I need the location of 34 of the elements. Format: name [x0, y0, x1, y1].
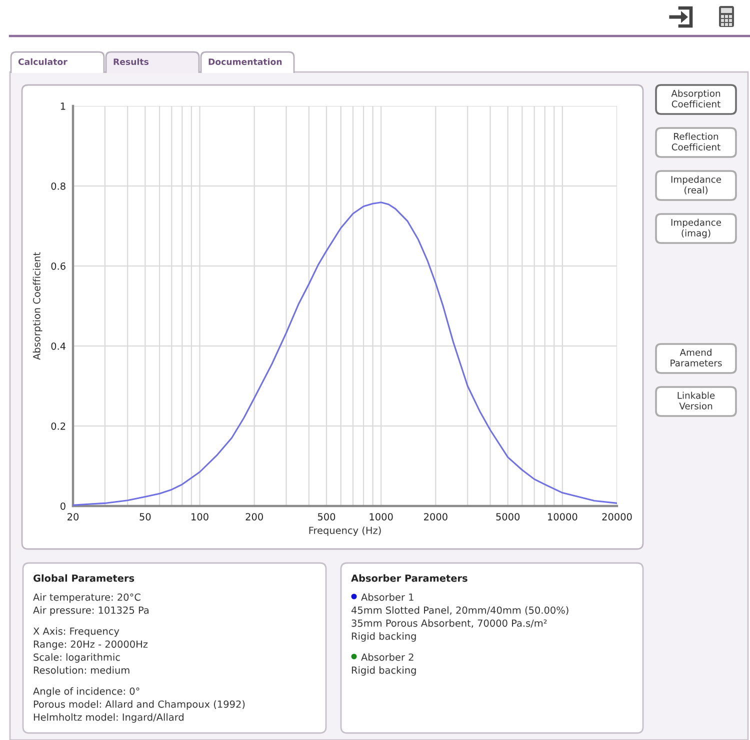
text: Air temperature: 20°C Air pressure: 101325 Pa	[33, 593, 148, 616]
x-tick-label: 500	[318, 513, 336, 520]
x-tick-label: 200	[246, 513, 263, 520]
text: Absorber 2 Rigid backing	[352, 653, 416, 676]
text: Calculator	[18, 58, 68, 65]
text: Global Parameters	[33, 574, 134, 582]
x-axis-title: Frequency (Hz)	[309, 526, 381, 536]
text: Reflection Coefficient	[672, 132, 720, 150]
text: Impedance (imag)	[671, 218, 722, 238]
x-tick-label: 2000	[424, 513, 448, 520]
text: X Axis: Frequency Range: 20Hz - 20000Hz Scale: logarithmic Resolution: medium	[33, 627, 148, 674]
x-tick-label: 100	[192, 513, 208, 520]
x-tick-label: 1000	[370, 513, 393, 520]
x-tick-label: 20000	[602, 513, 632, 520]
y-tick-label: 0	[60, 502, 66, 510]
x-tick-label: 50	[140, 513, 151, 520]
y-tick-label: 0.6	[51, 262, 66, 270]
x-tick-label: 10000	[548, 513, 578, 520]
text: Documentation	[208, 58, 282, 65]
y-tick-label: 1	[60, 102, 66, 110]
text: Absorber Parameters	[351, 574, 468, 582]
text: Angle of incidence: 0° Porous model: Allard and Champoux (1992) Helmholtz model: Ingard/Allard	[33, 687, 245, 723]
text: Absorption Coefficient	[671, 90, 720, 108]
y-axis-title: Absorption Coefficient	[32, 252, 42, 360]
text: Linkable Version	[678, 392, 715, 410]
x-tick-label: 20	[68, 513, 79, 520]
y-tick-label: 0.8	[51, 182, 66, 190]
y-tick-label: 0.2	[51, 422, 66, 430]
text: Absorber 1 45mm Slotted Panel, 20mm/40mm (50.00%) 35mm Porous Absorbent, 70000 Pa.s/m² Rigid backing	[351, 593, 568, 642]
text: Impedance (real)	[671, 176, 722, 195]
text: Amend Parameters	[670, 348, 722, 366]
y-tick-label: 0.4	[51, 342, 66, 350]
x-tick-label: 5000	[496, 513, 520, 520]
text: Results	[114, 58, 149, 65]
